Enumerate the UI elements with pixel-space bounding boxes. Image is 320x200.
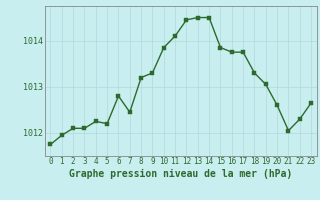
X-axis label: Graphe pression niveau de la mer (hPa): Graphe pression niveau de la mer (hPa) xyxy=(69,169,292,179)
